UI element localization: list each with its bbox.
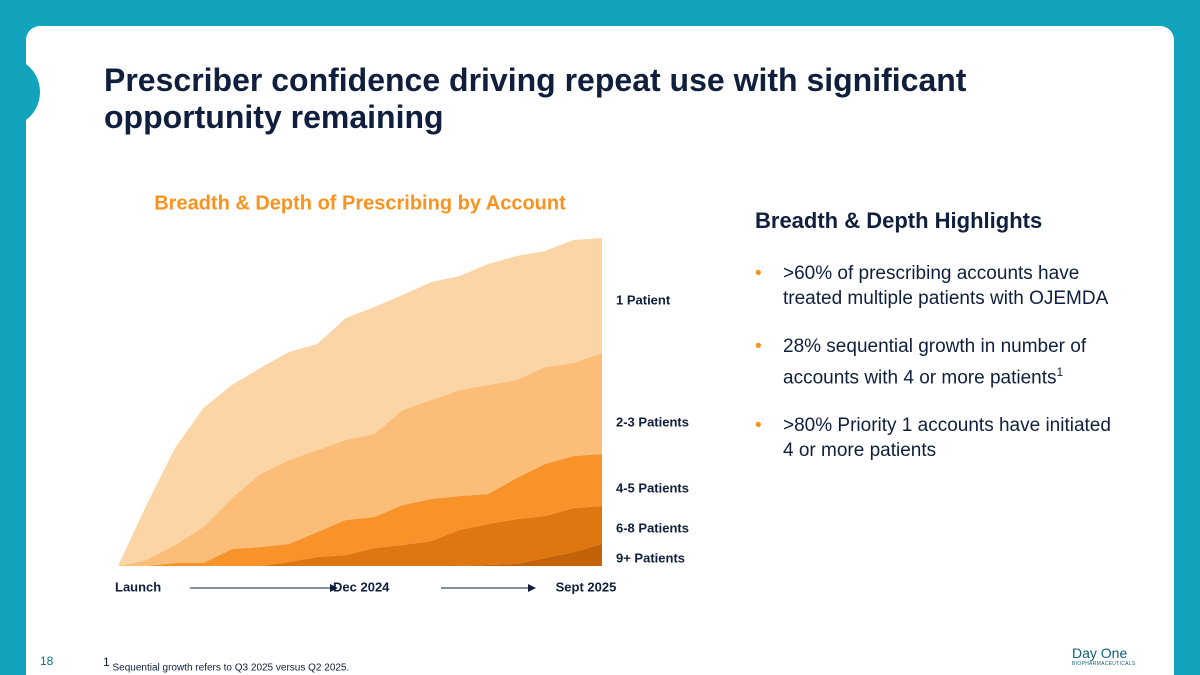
x-tick-label: Launch	[115, 579, 161, 594]
bullet-list: >60% of prescribing accounts have treate…	[755, 262, 1115, 463]
x-tick-label: Sept 2025	[556, 579, 617, 594]
bullet: >80% Priority 1 accounts have initiated …	[755, 414, 1115, 463]
legend-label: 1 Patient	[616, 292, 671, 307]
footnote-text: Sequential growth refers to Q3 2025 vers…	[112, 662, 350, 674]
footnote-ref: 1	[1056, 364, 1064, 379]
legend-label: 9+ Patients	[616, 550, 685, 565]
page-number: 18	[40, 654, 54, 668]
area	[118, 353, 602, 566]
logo-tagline: BIOPHARMACEUTICALS	[1072, 661, 1136, 667]
bullet-text: >80% Priority 1 accounts have initiated …	[783, 415, 1111, 461]
area	[118, 506, 602, 566]
bullet: >60% of prescribing accounts have treate…	[755, 262, 1115, 311]
footnote-marker: 1	[103, 655, 110, 669]
logo-name: Day One	[1072, 645, 1128, 661]
chart-title: Breadth & Depth of Prescribing by Accoun…	[154, 192, 566, 214]
area	[118, 238, 602, 566]
legend-label: 2-3 Patients	[616, 414, 689, 429]
bullet-text: 28% sequential growth in number of accou…	[783, 336, 1087, 388]
legend-label: 6-8 Patients	[616, 520, 689, 535]
area	[118, 544, 602, 566]
bullet-text: >60% of prescribing accounts have treate…	[783, 263, 1109, 309]
footnote: 1 Sequential growth refers to Q3 2025 ve…	[103, 655, 349, 673]
logo: Day One BIOPHARMACEUTICALS	[1072, 645, 1135, 667]
legend-label: 4-5 Patients	[616, 480, 689, 495]
highlights-title: Breadth & Depth Highlights	[755, 208, 1043, 233]
bullet: 28% sequential growth in number of accou…	[755, 335, 1115, 390]
x-tick-label: Dec 2024	[333, 579, 390, 594]
area	[118, 454, 602, 566]
highlights: Breadth & Depth Highlights >60% of presc…	[755, 208, 1115, 487]
slide-title: Prescriber confidence driving repeat use…	[104, 62, 967, 135]
